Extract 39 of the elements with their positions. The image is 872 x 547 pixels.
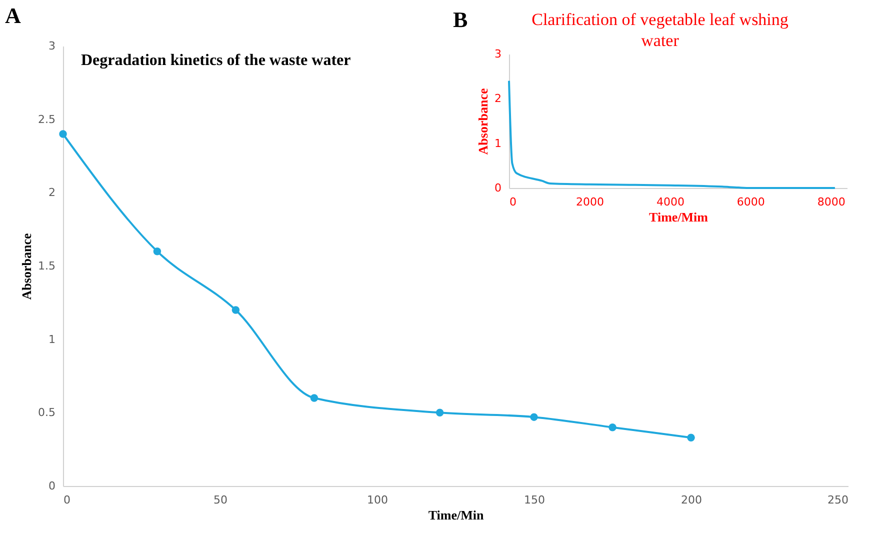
point bbox=[687, 434, 695, 442]
point bbox=[59, 130, 67, 138]
x-tick-label: 150 bbox=[524, 494, 545, 506]
x-tick-label: 50 bbox=[214, 494, 228, 506]
text: A bbox=[5, 3, 21, 28]
point bbox=[608, 423, 616, 432]
text: B bbox=[453, 7, 468, 32]
y-tick-label: 2 bbox=[494, 92, 502, 106]
x-tick-label: 0 bbox=[510, 196, 516, 208]
point bbox=[530, 413, 538, 421]
y-tick-label: 1 bbox=[48, 332, 56, 346]
line-series bbox=[508, 80, 836, 189]
y-tick-label: 0 bbox=[494, 182, 502, 194]
x-tick-label: 0 bbox=[64, 494, 70, 506]
point bbox=[310, 394, 318, 402]
point bbox=[232, 306, 240, 314]
y-axis-title: Absorbance bbox=[476, 88, 490, 155]
x-tick-label: 4000 bbox=[656, 196, 684, 208]
y-tick-label: 2 bbox=[48, 186, 56, 200]
y-tick-label: 0.5 bbox=[38, 406, 56, 420]
x-tick-label: 100 bbox=[367, 494, 388, 506]
chart-title: Degradation kinetics of the waste water bbox=[81, 52, 351, 69]
x-tick-label: 6000 bbox=[736, 196, 765, 208]
y-tick-label: 3 bbox=[494, 48, 502, 60]
x-tick-label: 250 bbox=[828, 494, 848, 506]
y-tick-label: 1 bbox=[494, 136, 502, 150]
point bbox=[436, 408, 444, 417]
x-tick-label: 200 bbox=[681, 494, 702, 506]
y-tick-label: 3 bbox=[48, 40, 56, 52]
x-tick-label: 2000 bbox=[576, 196, 604, 208]
y-tick-label: 2.5 bbox=[38, 112, 56, 126]
x-axis-title: Time/Min bbox=[428, 508, 484, 522]
x-tick-label: 8000 bbox=[817, 196, 846, 208]
y-axis-title: Absorbance bbox=[19, 233, 34, 300]
y-tick-label: 1.5 bbox=[38, 260, 56, 272]
x-axis-title: Time/Mim bbox=[649, 210, 708, 224]
y-tick-label: 0 bbox=[48, 480, 56, 492]
point bbox=[153, 247, 162, 256]
chart-title: Clarification of vegetable leaf wshing water bbox=[532, 10, 789, 50]
